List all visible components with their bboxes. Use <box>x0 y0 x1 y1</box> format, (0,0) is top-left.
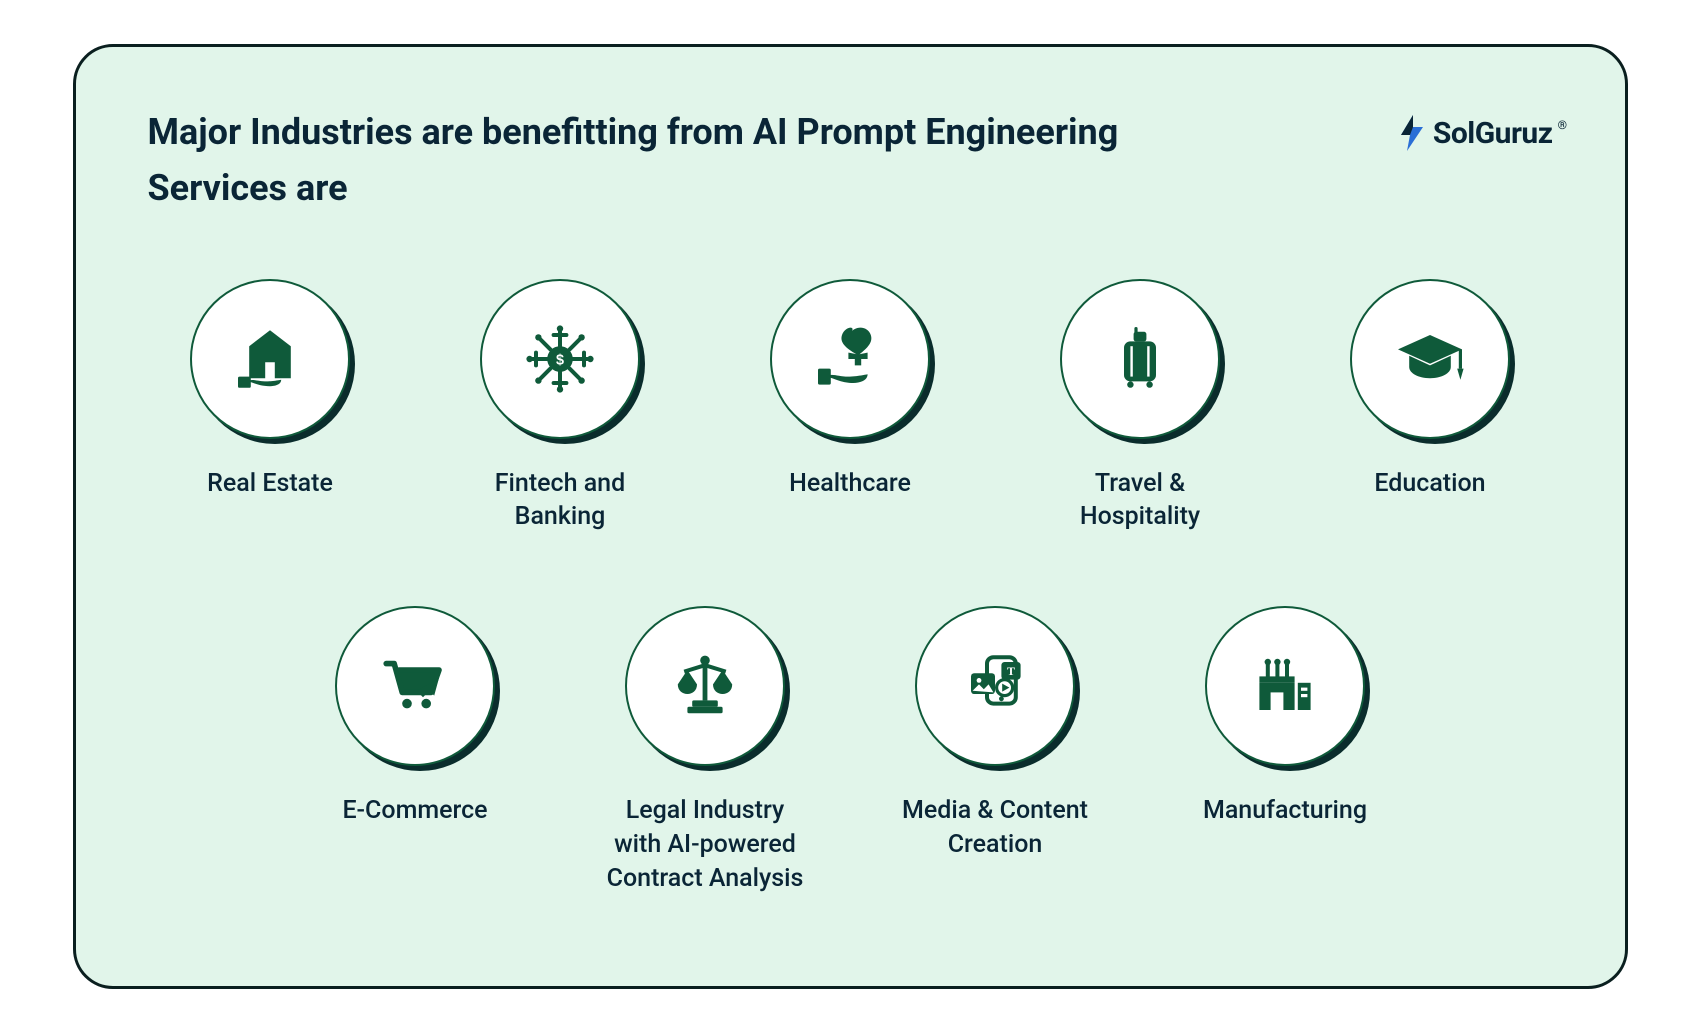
item-label: Travel & Hospitality <box>1025 467 1255 535</box>
row-2: E-Commerce Legal Industry with AI-powere… <box>148 606 1553 895</box>
manufacturing-icon <box>1245 646 1325 726</box>
row-1: Real Estate Fintech and Banking Healthca… <box>148 279 1553 535</box>
brand-mark-icon <box>1397 113 1427 153</box>
page-title: Major Industries are benefitting from AI… <box>148 105 1198 217</box>
legal-icon <box>665 646 745 726</box>
item-label: Real Estate <box>155 467 385 501</box>
media-icon <box>955 646 1035 726</box>
item-label: Legal Industry with AI-powered Contract … <box>575 794 835 895</box>
item-healthcare: Healthcare <box>770 279 930 535</box>
education-icon <box>1390 319 1470 399</box>
ecommerce-icon <box>375 646 455 726</box>
real-estate-icon <box>230 319 310 399</box>
brand-logo: SolGuruz ® <box>1397 113 1553 153</box>
item-label: Education <box>1315 467 1545 501</box>
brand-registered: ® <box>1558 118 1567 132</box>
item-education: Education <box>1350 279 1510 535</box>
circle-wrap <box>190 279 350 439</box>
item-label: Manufacturing <box>1170 794 1400 828</box>
healthcare-icon <box>810 319 890 399</box>
item-media: Media & Content Creation <box>915 606 1075 895</box>
item-manufacturing: Manufacturing <box>1205 606 1365 895</box>
item-label: Media & Content Creation <box>880 794 1110 862</box>
fintech-icon <box>520 319 600 399</box>
item-label: Healthcare <box>735 467 965 501</box>
brand-name: SolGuruz ® <box>1433 116 1553 151</box>
item-ecommerce: E-Commerce <box>335 606 495 895</box>
item-label: E-Commerce <box>300 794 530 828</box>
travel-icon <box>1100 319 1180 399</box>
item-label: Fintech and Banking <box>445 467 675 535</box>
header: Major Industries are benefitting from AI… <box>148 105 1553 217</box>
item-real-estate: Real Estate <box>190 279 350 535</box>
item-travel: Travel & Hospitality <box>1060 279 1220 535</box>
brand-name-text: SolGuruz <box>1433 116 1553 151</box>
item-legal: Legal Industry with AI-powered Contract … <box>625 606 785 895</box>
item-fintech: Fintech and Banking <box>480 279 640 535</box>
infographic-card: Major Industries are benefitting from AI… <box>73 44 1628 989</box>
